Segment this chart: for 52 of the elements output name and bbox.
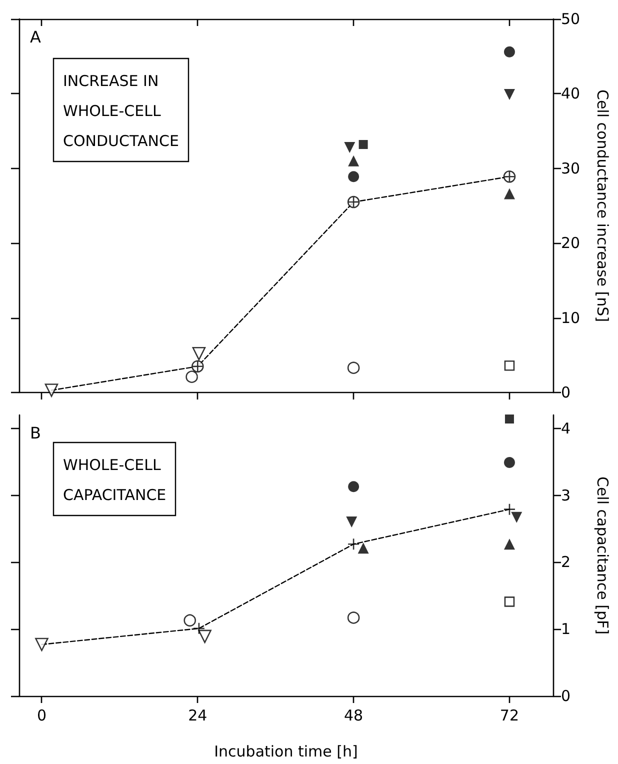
x-tick-label: 24 [188, 706, 208, 724]
point [192, 622, 206, 635]
text: INCREASE IN WHOLE-CELL CONDUCTANCE [63, 72, 179, 150]
point [504, 596, 515, 607]
point [504, 188, 515, 200]
point [503, 503, 516, 516]
point [348, 155, 360, 166]
point [44, 384, 58, 397]
x-tick-label: 48 [344, 706, 364, 724]
y-tick-label: 2 [561, 553, 571, 572]
point [348, 481, 360, 492]
point [358, 140, 368, 149]
point [192, 347, 206, 360]
point [347, 612, 360, 624]
point [186, 370, 198, 383]
y-tick-label: 0 [561, 687, 571, 705]
point [347, 196, 360, 208]
point [192, 360, 204, 373]
point [35, 638, 48, 652]
annotation: A [30, 28, 41, 46]
point [504, 360, 515, 371]
y-tick-label: 3 [561, 486, 571, 504]
point [511, 512, 522, 523]
x-tick-label: 72 [500, 706, 520, 724]
y-tick-label: 0 [561, 384, 571, 402]
x-axis-title: Incubation time [h] [214, 742, 358, 760]
y-tick-label: 30 [561, 159, 580, 178]
point [504, 538, 515, 550]
y-axis-title: Cell capacitance [pF] [594, 476, 612, 635]
point [503, 170, 516, 183]
text: WHOLE-CELL CAPACITANCE [63, 456, 166, 504]
point [504, 414, 514, 424]
annotation: B [30, 424, 41, 442]
point [346, 516, 358, 528]
point [504, 46, 515, 58]
point [504, 457, 515, 468]
y-tick-label: 1 [561, 620, 571, 638]
point [184, 614, 196, 627]
y-tick-label: 20 [561, 234, 580, 252]
point [348, 171, 360, 182]
point [347, 362, 360, 374]
y-tick-label: 40 [561, 84, 580, 103]
point [358, 542, 369, 554]
y-axis-title: Cell conductance increase [nS] [594, 89, 612, 322]
x-tick-label: 0 [36, 706, 47, 724]
y-tick-label: 10 [561, 308, 580, 327]
y-tick-label: 4 [561, 419, 571, 438]
point [347, 538, 360, 550]
point [344, 142, 356, 153]
point [198, 630, 212, 644]
y-tick-label: 50 [561, 10, 580, 28]
point [504, 88, 515, 100]
